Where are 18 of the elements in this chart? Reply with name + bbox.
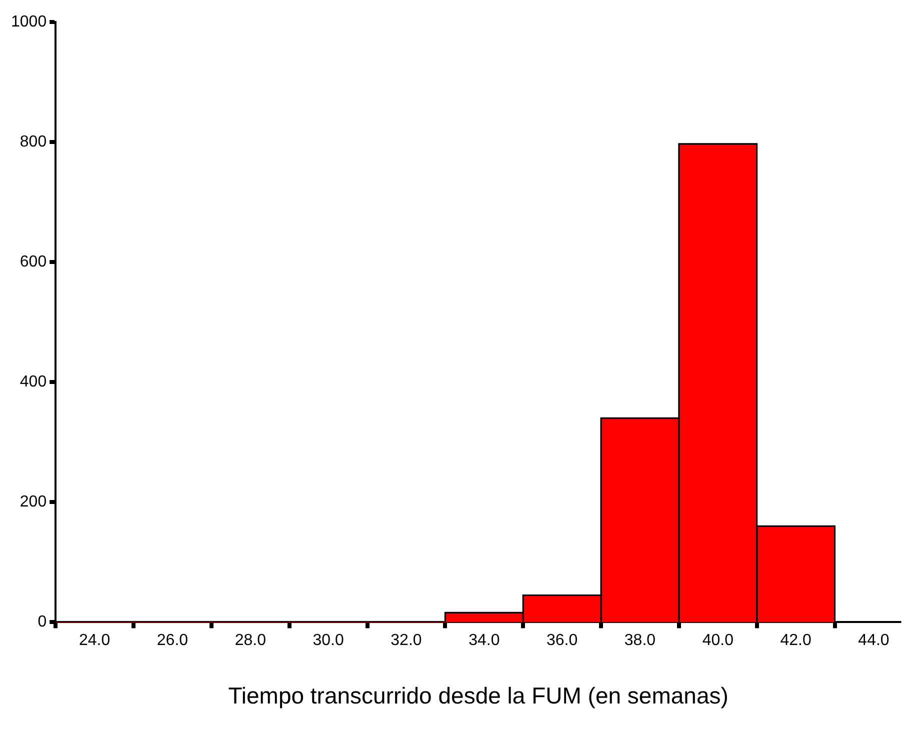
x-tick-label: 36.0	[546, 632, 578, 650]
x-tick-label: 28.0	[234, 632, 266, 650]
x-tick-label: 44.0	[858, 632, 890, 650]
x-tick-label: 40.0	[702, 632, 734, 650]
y-tick-label: 200	[20, 494, 47, 511]
y-tick-label: 400	[20, 374, 47, 391]
y-tick-label: 0	[38, 614, 47, 631]
x-tick-label: 24.0	[78, 632, 110, 650]
x-axis-title: Tiempo transcurrido desde la FUM (en semanas)	[228, 682, 728, 709]
x-tick-label: 26.0	[156, 632, 188, 650]
y-tick-label: 1000	[11, 13, 47, 30]
x-tick-label: 34.0	[468, 632, 500, 650]
y-tick-label: 800	[20, 133, 47, 150]
x-tick-label: 30.0	[312, 632, 344, 650]
x-tick-label: 42.0	[780, 632, 812, 650]
y-tick-label: 600	[20, 253, 47, 270]
x-tick-label: 32.0	[390, 632, 422, 650]
x-tick-label: 38.0	[624, 632, 656, 650]
